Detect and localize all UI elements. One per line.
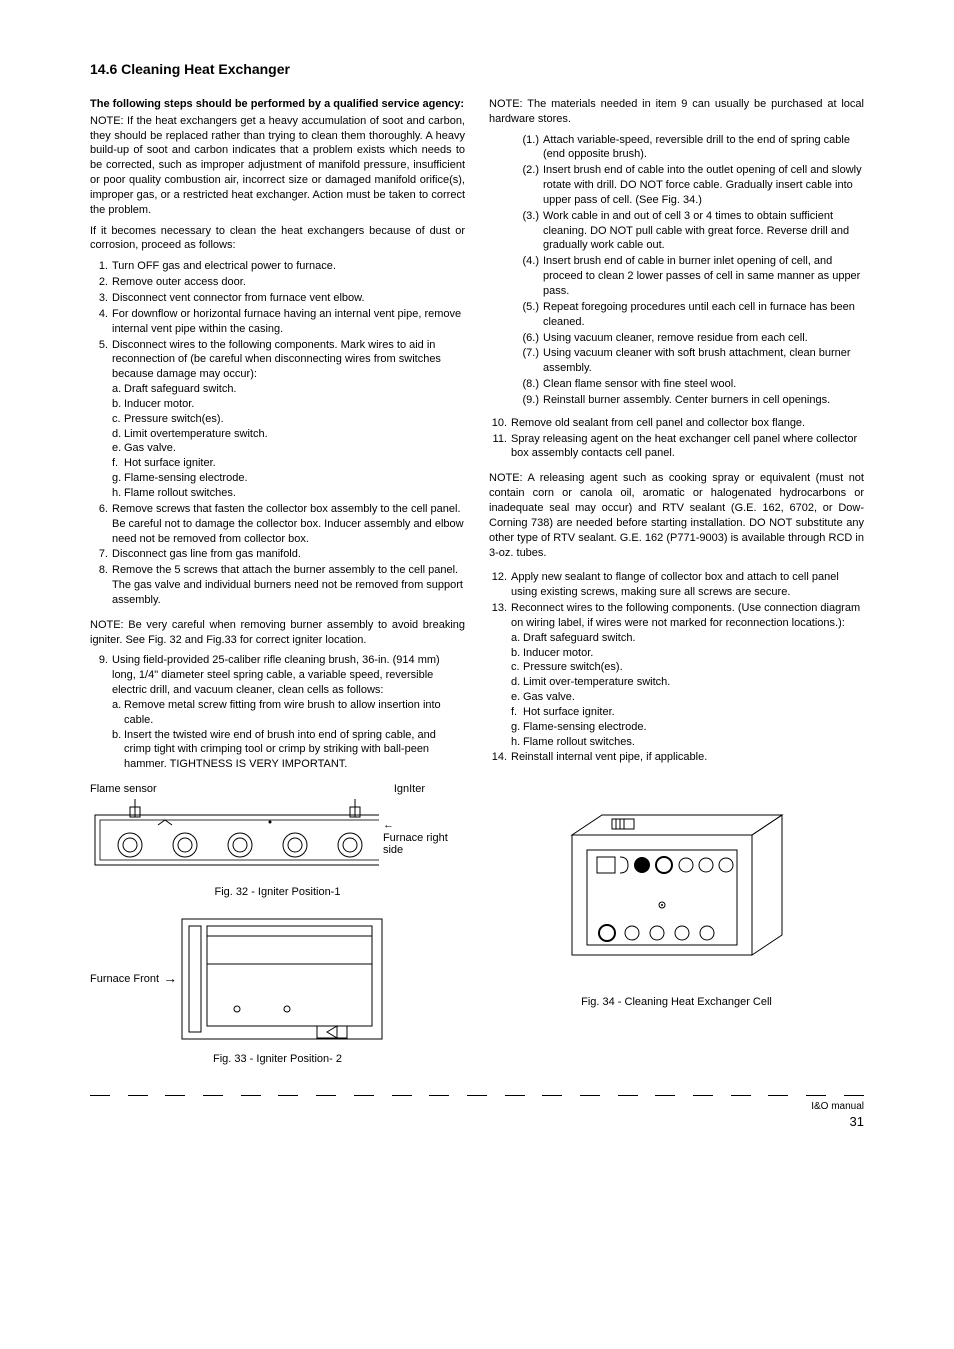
footer-manual: I&O manual <box>90 1100 864 1114</box>
note-top-right: NOTE: The materials needed in item 9 can… <box>489 97 864 127</box>
fig32-furnace-label: Furnace right side <box>383 832 465 856</box>
fig33-caption: Fig. 33 - Igniter Position- 2 <box>213 1053 342 1065</box>
fig32-svg <box>90 797 379 877</box>
left-column: The following steps should be performed … <box>90 97 465 1067</box>
fig34-svg <box>552 805 802 975</box>
note-1b: If it becomes necessary to clean the hea… <box>90 224 465 254</box>
lead-text: The following steps should be performed … <box>90 97 465 112</box>
two-column-layout: The following steps should be performed … <box>90 97 864 1067</box>
section-title: 14.6 Cleaning Heat Exchanger <box>90 60 864 79</box>
note-2: NOTE: Be very careful when removing burn… <box>90 618 465 648</box>
paren-steps: (1.)Attach variable-speed, reversible dr… <box>489 133 864 408</box>
note-mid-right: NOTE: A releasing agent such as cooking … <box>489 471 864 560</box>
page-number: 31 <box>90 1113 864 1131</box>
steps-12-13: 12.Apply new sealant to flange of collec… <box>489 570 864 765</box>
fig32-igniter-label: IgnIter <box>394 782 425 797</box>
fig33-front-label: Furnace Front <box>90 973 159 985</box>
right-column: NOTE: The materials needed in item 9 can… <box>489 97 864 1067</box>
figure-32: Flame sensor IgnIter <box>90 782 465 900</box>
step-9: 9.Using field-provided 25-caliber rifle … <box>90 653 465 772</box>
fig32-caption: Fig. 32 - Igniter Position-1 <box>215 886 341 898</box>
steps-10-11: 10.Remove old sealant from cell panel an… <box>489 416 864 462</box>
figure-33: Furnace Front → <box>90 914 465 1044</box>
figure-34: Fig. 34 - Cleaning Heat Exchanger Cell <box>489 805 864 1010</box>
fig33-svg <box>177 914 397 1044</box>
fig34-caption: Fig. 34 - Cleaning Heat Exchanger Cell <box>489 995 864 1010</box>
steps-1-5: 1.Turn OFF gas and electrical power to f… <box>90 259 465 607</box>
tear-line <box>90 1095 864 1096</box>
note-1: NOTE: If the heat exchangers get a heavy… <box>90 114 465 218</box>
fig32-flame-label: Flame sensor <box>90 782 157 797</box>
